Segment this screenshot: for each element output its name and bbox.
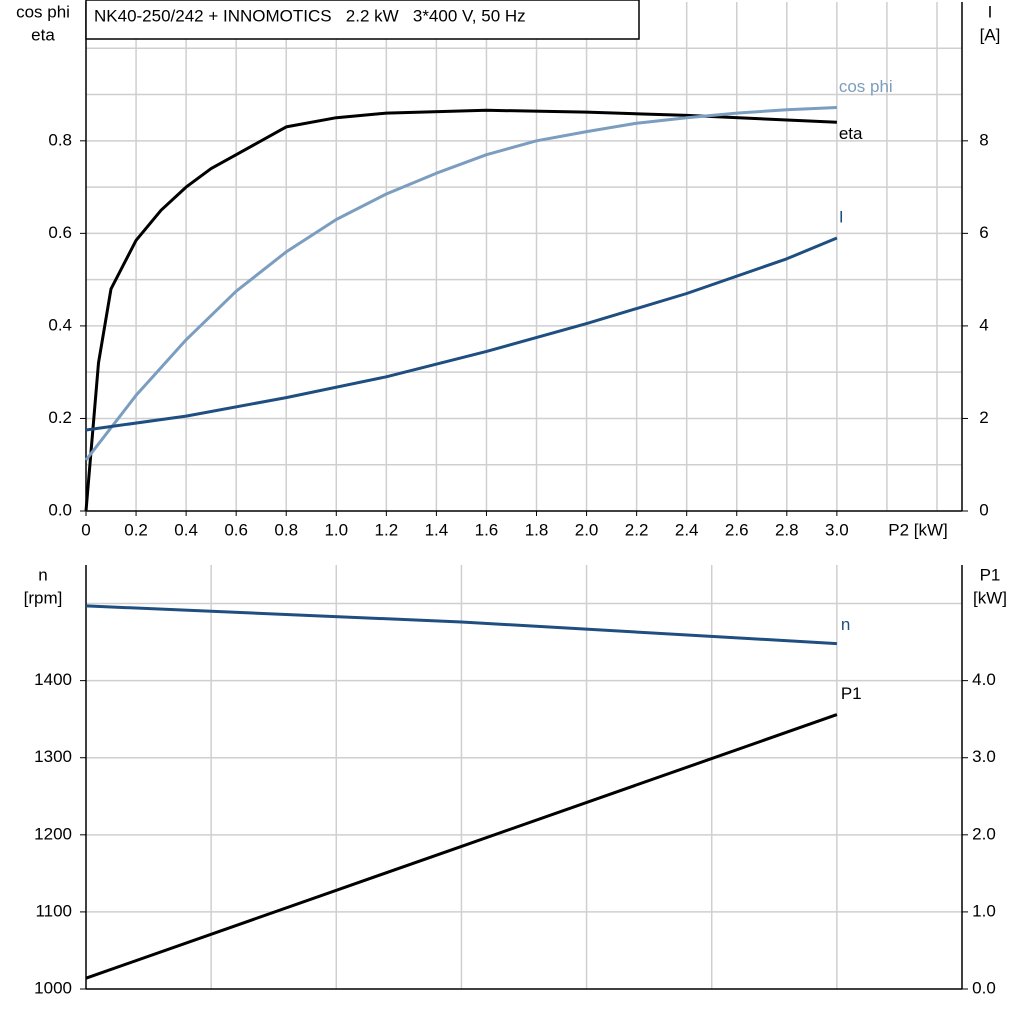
x-tick-label: 3.0: [825, 520, 849, 539]
y-tick-label: 0.6: [48, 223, 72, 242]
y2-tick-label: 4.0: [972, 670, 996, 689]
y-tick-label: 1300: [34, 747, 72, 766]
y-tick-label: 0.4: [48, 315, 72, 334]
series-line: [84, 108, 837, 512]
x-tick-label: 1.4: [425, 520, 449, 539]
y2-tick-label: 2.0: [972, 824, 996, 843]
series-line: [84, 106, 837, 462]
x-tick-label: 1.0: [324, 520, 348, 539]
y2-tick-label: 1.0: [972, 901, 996, 920]
series-line: [85, 604, 837, 646]
y2-tick-label: 0.0: [972, 978, 996, 997]
x-tick-label: 2.8: [775, 520, 799, 539]
y-tick-label: 1200: [34, 824, 72, 843]
x-tick-label: 1.2: [375, 520, 399, 539]
y-tick-label: 1100: [35, 901, 72, 920]
y-axis-label: [rpm]: [24, 588, 63, 607]
title-box: [85, 0, 640, 40]
x-tick-label: 0.8: [274, 520, 298, 539]
y-axis-label: cos phi: [16, 2, 70, 21]
y-tick-label: 1400: [34, 670, 72, 689]
y-tick-label: 0.0: [48, 500, 72, 519]
series-line: [85, 236, 838, 432]
y-tick-label: 1000: [34, 978, 72, 997]
y2-tick-label: 8: [979, 130, 988, 149]
y2-axis-label: I: [988, 2, 993, 21]
series-label: eta: [839, 124, 863, 143]
y2-tick-label: 6: [979, 223, 988, 242]
series-label: I: [839, 207, 844, 226]
chart-title: NK40-250/242 + INNOMOTICS 2.2 kW 3*400 V…: [94, 6, 526, 25]
series-label: n: [841, 615, 850, 634]
x-axis-label: P2 [kW]: [888, 520, 948, 539]
x-tick-label: 0.6: [224, 520, 248, 539]
y2-axis-label: P1: [980, 565, 1001, 584]
x-tick-label: 1.6: [475, 520, 499, 539]
series-line: [85, 713, 838, 980]
y2-axis-label: [A]: [980, 25, 1001, 44]
x-tick-label: 0.4: [174, 520, 198, 539]
y2-tick-label: 0: [979, 500, 988, 519]
y-tick-label: 0.2: [48, 408, 72, 427]
y2-tick-label: 3.0: [972, 747, 996, 766]
x-tick-label: 2.0: [575, 520, 599, 539]
y2-tick-label: 4: [979, 315, 988, 334]
x-tick-label: 2.6: [725, 520, 749, 539]
x-tick-label: 2.4: [675, 520, 699, 539]
y-axis-label: eta: [31, 25, 55, 44]
x-tick-label: 0.2: [124, 520, 148, 539]
x-tick-label: 2.2: [625, 520, 649, 539]
y-tick-label: 0.8: [48, 130, 72, 149]
x-tick-label: 1.8: [525, 520, 549, 539]
x-tick-label: 0: [81, 520, 90, 539]
series-label: cos phi: [839, 77, 893, 96]
series-label: P1: [841, 684, 862, 703]
y-axis-label: n: [38, 565, 47, 584]
y2-tick-label: 2: [979, 408, 988, 427]
y2-axis-label: [kW]: [973, 588, 1007, 607]
